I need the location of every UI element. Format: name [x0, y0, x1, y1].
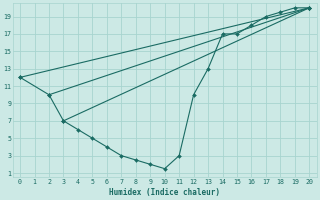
- X-axis label: Humidex (Indice chaleur): Humidex (Indice chaleur): [109, 188, 220, 197]
